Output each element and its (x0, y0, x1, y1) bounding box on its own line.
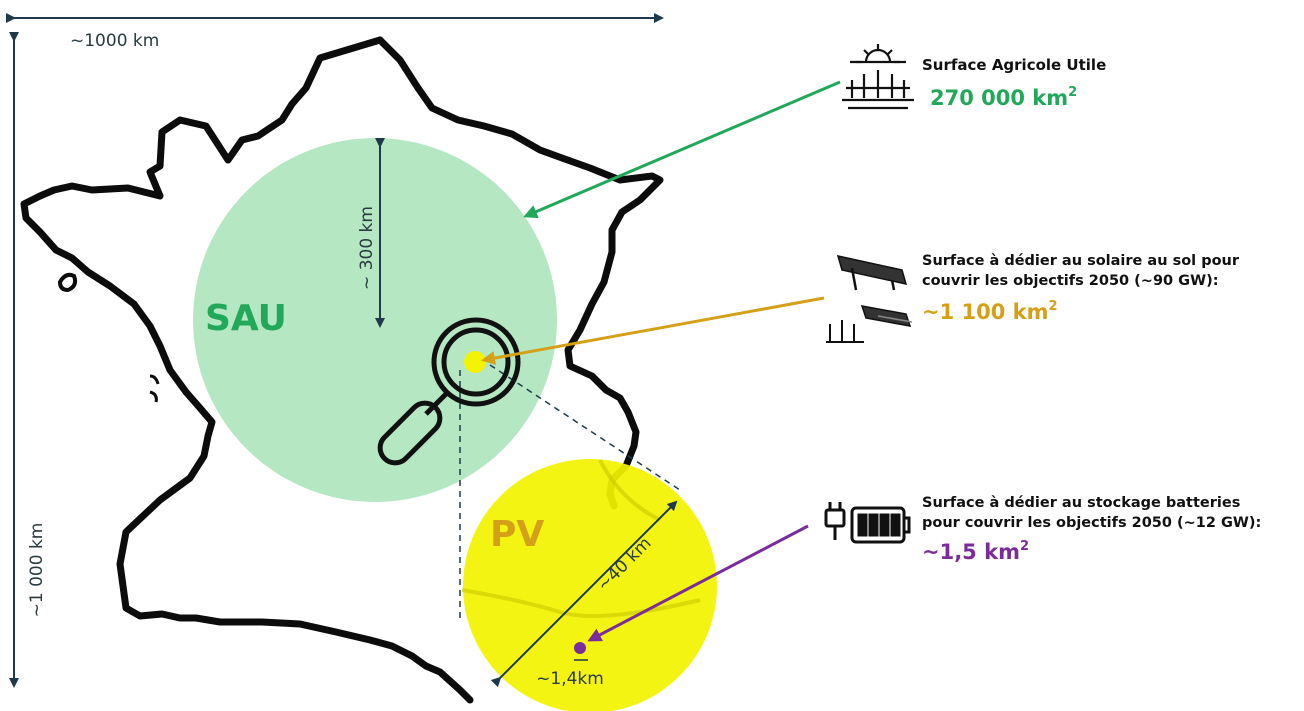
solar-value-text: ~1 100 km (922, 300, 1049, 324)
battery-value-text: ~1,5 km (922, 540, 1020, 564)
agri-value-exp: 2 (1068, 84, 1078, 100)
sau-radius-label: ~ 300 km (357, 206, 377, 290)
battery-value: ~1,5 km2 (922, 540, 1029, 564)
agri-pointer-arrow (523, 80, 841, 219)
solar-text-line1: Surface à dédier au solaire au sol pour (922, 253, 1240, 269)
sau-label: SAU (205, 298, 287, 339)
battery-value-exp: 2 (1019, 538, 1030, 554)
france-map-outline (20, 36, 474, 704)
battery-plug-icon (824, 502, 911, 544)
solar-text-line2: couvrir les objectifs 2050 (~90 GW): (922, 273, 1219, 289)
agri-value: 270 000 km2 (930, 86, 1077, 110)
coast-detail (149, 374, 160, 403)
island-shape (57, 272, 78, 293)
battery-dot (574, 642, 586, 654)
magnifier-icon (377, 317, 521, 466)
solar-panel-icon (826, 254, 913, 343)
width-label: ~1000 km (70, 31, 159, 51)
solar-value: ~1 100 km2 (922, 300, 1058, 324)
battery-width-label: ~1,4km (536, 669, 604, 689)
battery-text-line2: pour couvrir les objectifs 2050 (~12 GW)… (922, 515, 1262, 531)
france-map-outline-east (376, 36, 664, 510)
height-label: ~1 000 km (27, 523, 47, 618)
farm-sun-icon (842, 44, 914, 110)
battery-pointer-arrow (587, 524, 809, 642)
solar-value-exp: 2 (1048, 298, 1058, 314)
zoom-line-right (489, 364, 681, 491)
pv-diameter-arrow (490, 500, 678, 688)
solar-pointer-arrow (481, 296, 825, 365)
agri-title: Surface Agricole Utile (922, 56, 1107, 74)
pv-label: PV (490, 514, 544, 555)
battery-text-line1: Surface à dédier au stockage batteries (922, 495, 1241, 511)
agri-value-text: 270 000 km (930, 86, 1069, 110)
